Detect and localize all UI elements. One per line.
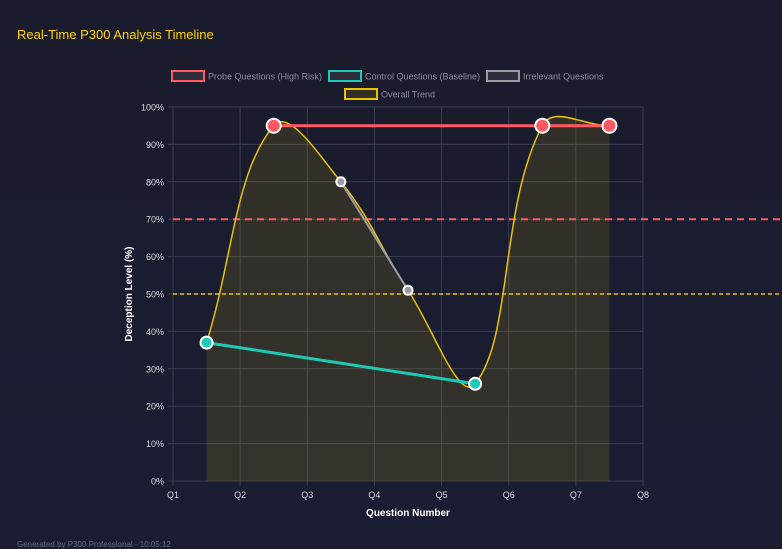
- x-tick-label: Q3: [301, 490, 313, 500]
- data-point: [601, 117, 618, 134]
- data-point: [402, 284, 414, 296]
- legend-swatch: [344, 88, 378, 100]
- footer-text: Generated by P300 Professional - 10:05:1…: [17, 540, 171, 549]
- y-tick-label: 70%: [146, 215, 164, 225]
- x-tick-label: Q1: [167, 490, 179, 500]
- legend-item[interactable]: Overall Trend: [344, 88, 435, 100]
- y-tick-label: 30%: [146, 364, 164, 374]
- legend-item[interactable]: Irrelevant Questions: [486, 70, 604, 82]
- legend-swatch: [171, 70, 205, 82]
- legend-item[interactable]: Probe Questions (High Risk): [171, 70, 322, 82]
- data-point: [265, 117, 282, 134]
- x-tick-label: Q7: [570, 490, 582, 500]
- legend-label: Irrelevant Questions: [523, 72, 604, 82]
- legend-label: Control Questions (Baseline): [365, 72, 480, 82]
- legend-swatch: [328, 70, 362, 82]
- legend-label: Overall Trend: [381, 90, 435, 100]
- page-title: Real-Time P300 Analysis Timeline: [17, 27, 214, 42]
- y-tick-label: 60%: [146, 252, 164, 262]
- data-point: [335, 176, 347, 188]
- data-point: [199, 335, 214, 350]
- y-tick-label: 10%: [146, 439, 164, 449]
- trend-fill: [206, 116, 610, 481]
- y-tick-label: 50%: [146, 290, 164, 300]
- data-point: [534, 117, 551, 134]
- series-line: [340, 181, 409, 291]
- x-axis-label: Question Number: [366, 508, 450, 519]
- series-line: [206, 341, 476, 386]
- y-axis-label: Deception Level (%): [124, 246, 135, 341]
- legend-label: Probe Questions (High Risk): [208, 72, 322, 82]
- data-point: [468, 376, 483, 391]
- x-tick-label: Q2: [234, 490, 246, 500]
- x-tick-label: Q4: [368, 490, 380, 500]
- y-tick-label: 20%: [146, 402, 164, 412]
- legend-swatch: [486, 70, 520, 82]
- y-tick-label: 40%: [146, 327, 164, 337]
- x-tick-label: Q6: [503, 490, 515, 500]
- legend-item[interactable]: Control Questions (Baseline): [328, 70, 480, 82]
- y-tick-label: 80%: [146, 177, 164, 187]
- x-tick-label: Q5: [436, 490, 448, 500]
- x-tick-label: Q8: [637, 490, 649, 500]
- y-tick-label: 100%: [141, 103, 164, 113]
- y-tick-label: 0%: [151, 477, 164, 487]
- y-tick-label: 90%: [146, 140, 164, 150]
